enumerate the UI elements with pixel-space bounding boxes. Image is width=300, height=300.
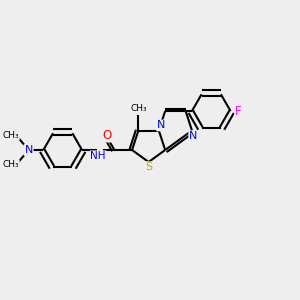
Text: F: F — [235, 105, 242, 118]
Text: N: N — [157, 120, 165, 130]
Text: S: S — [145, 162, 152, 172]
Text: CH₃: CH₃ — [130, 104, 147, 113]
Text: O: O — [102, 128, 111, 142]
Text: CH₃: CH₃ — [2, 160, 19, 169]
Text: N: N — [24, 145, 33, 155]
Text: NH: NH — [91, 151, 106, 161]
Text: CH₃: CH₃ — [2, 131, 19, 140]
Text: N: N — [189, 131, 198, 141]
